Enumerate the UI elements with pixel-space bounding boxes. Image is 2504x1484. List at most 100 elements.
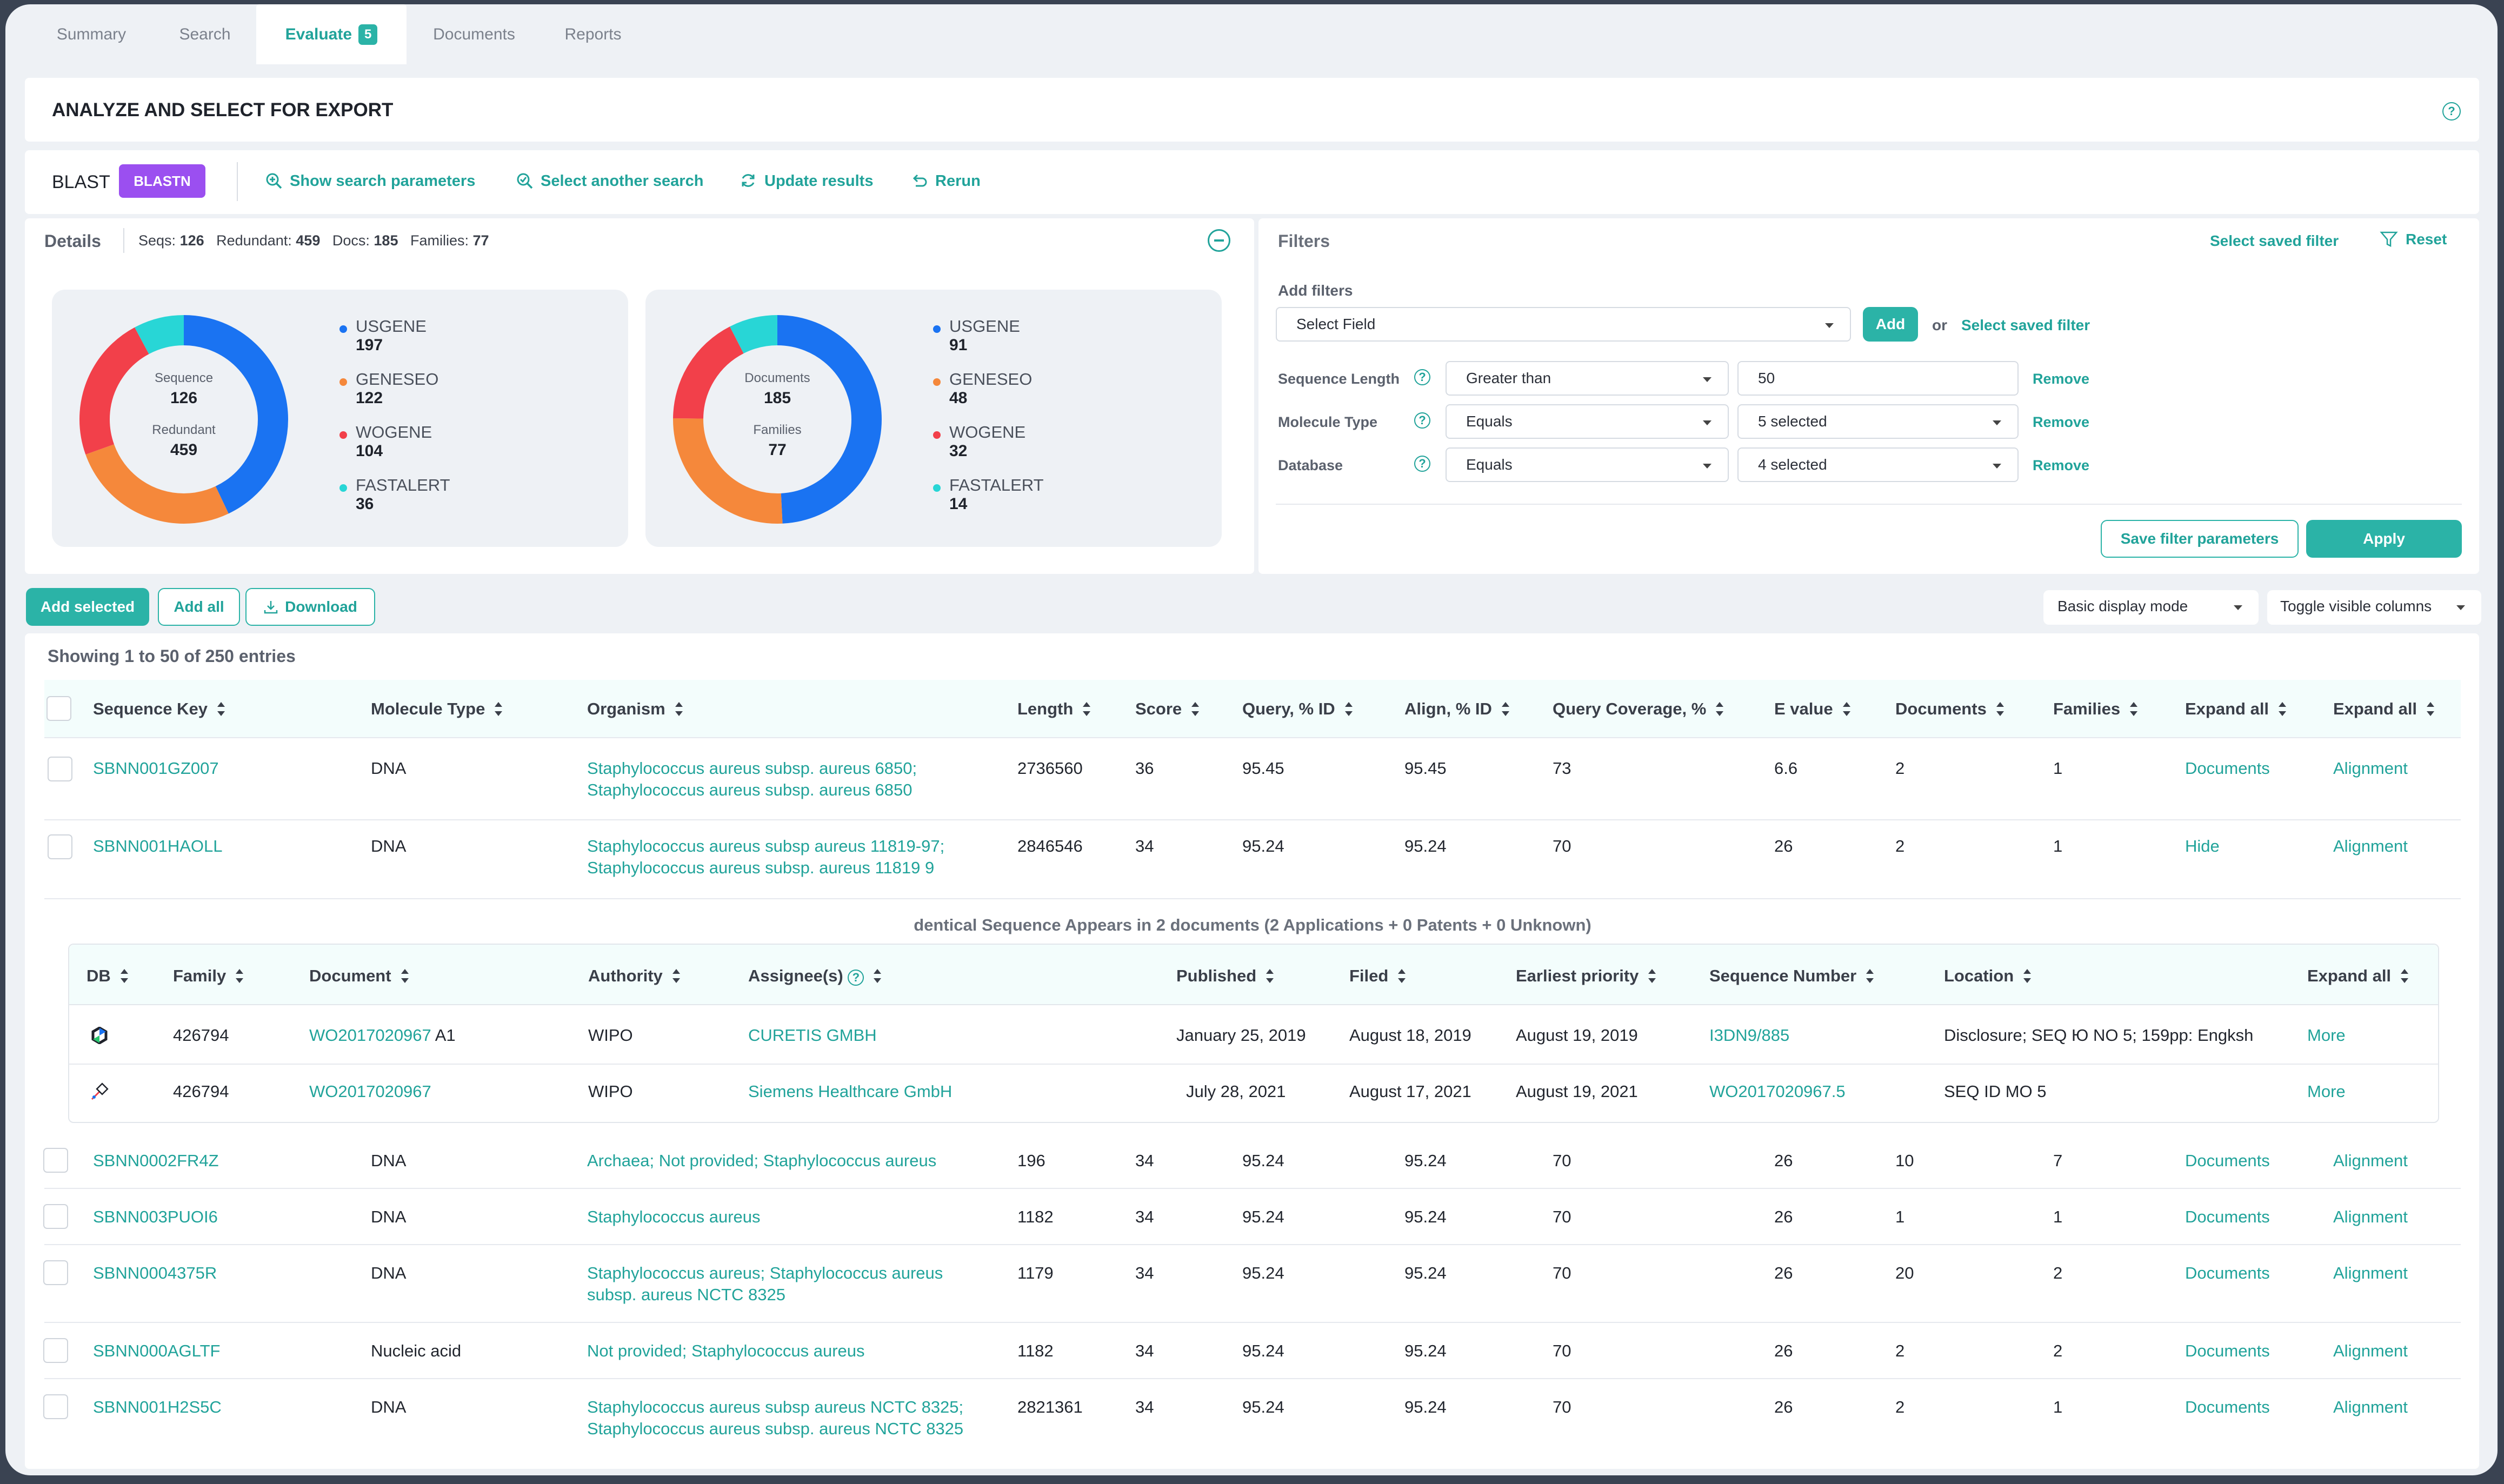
tab-documents[interactable]: Documents	[433, 25, 515, 43]
toggle-columns-dropdown[interactable]: Toggle visible columns	[2267, 590, 2481, 625]
more-link[interactable]: More	[2307, 1026, 2346, 1045]
tab-search[interactable]: Search	[179, 25, 231, 43]
organism-link[interactable]: Staphylococcus aureus subsp. aureus NCTC…	[587, 1419, 964, 1438]
col-query-id[interactable]: Query, % ID	[1242, 699, 1353, 719]
tab-reports[interactable]: Reports	[564, 25, 622, 43]
col-align-id[interactable]: Align, % ID	[1404, 699, 1509, 719]
sequence-number-link[interactable]: I3DN9/885	[1709, 1026, 1790, 1045]
add-filter-button[interactable]: Add	[1863, 307, 1918, 342]
alignment-link[interactable]: Alignment	[2333, 1264, 2408, 1282]
help-icon[interactable]: ?	[1414, 456, 1430, 472]
documents-expand-link[interactable]: Documents	[2185, 1207, 2270, 1226]
row-checkbox[interactable]	[43, 1204, 68, 1229]
document-link[interactable]: WO2017020967	[309, 1026, 431, 1045]
sequence-key-link[interactable]: SBNN003PUOI6	[93, 1207, 218, 1226]
show-search-parameters-button[interactable]: Show search parameters	[265, 172, 475, 190]
sequence-key-link[interactable]: SBNN000AGLTF	[93, 1341, 221, 1360]
remove-filter-button[interactable]: Remove	[2033, 371, 2090, 387]
col-molecule-type[interactable]: Molecule Type	[371, 699, 503, 719]
collapse-icon[interactable]	[1208, 229, 1230, 252]
documents-expand-link[interactable]: Documents	[2185, 1264, 2270, 1282]
add-all-button[interactable]: Add all	[158, 588, 240, 626]
remove-filter-button[interactable]: Remove	[2033, 414, 2090, 430]
row-checkbox[interactable]	[48, 834, 72, 859]
select-all-checkbox[interactable]	[46, 696, 71, 721]
alignment-link[interactable]: Alignment	[2333, 1151, 2408, 1170]
organism-link[interactable]: Staphylococcus aureus subsp aureus 11819…	[587, 837, 945, 855]
filter-operator-dropdown[interactable]: Greater than	[1446, 361, 1729, 396]
subcol-earliest-priority[interactable]: Earliest priority	[1516, 966, 1656, 986]
select-another-search-button[interactable]: Select another search	[516, 172, 703, 190]
filter-operator-dropdown[interactable]: Equals	[1446, 404, 1729, 439]
subcol-db[interactable]: DB	[86, 966, 128, 986]
sequence-key-link[interactable]: SBNN001GZ007	[93, 759, 219, 778]
save-filter-parameters-button[interactable]: Save filter parameters	[2101, 520, 2299, 558]
col-e-value[interactable]: E value	[1774, 699, 1850, 719]
help-icon[interactable]: ?	[1414, 369, 1430, 385]
database-multiselect[interactable]: 4 selected	[1737, 447, 2019, 482]
hide-documents-link[interactable]: Hide	[2185, 837, 2220, 855]
assignee-link[interactable]: CURETIS GMBH	[748, 1026, 877, 1045]
organism-link[interactable]: Staphylococcus aureus subsp. aureus 6850	[587, 780, 913, 799]
alignment-link[interactable]: Alignment	[2333, 1207, 2408, 1226]
select-saved-filter-link-2[interactable]: Select saved filter	[1961, 317, 2090, 333]
subcol-location[interactable]: Location	[1944, 966, 2032, 986]
subcol-published[interactable]: Published	[1176, 966, 1274, 986]
documents-expand-link[interactable]: Documents	[2185, 1151, 2270, 1170]
subcol-authority[interactable]: Authority	[588, 966, 680, 986]
col-organism[interactable]: Organism	[587, 699, 683, 719]
subcol-filed[interactable]: Filed	[1349, 966, 1406, 986]
apply-button[interactable]: Apply	[2306, 520, 2462, 558]
assignee-link[interactable]: Siemens Healthcare GmbH	[748, 1082, 953, 1101]
subcol-document[interactable]: Document	[309, 966, 409, 986]
select-field-dropdown[interactable]: Select Field	[1276, 307, 1851, 342]
organism-link[interactable]: Staphylococcus aureus subsp aureus NCTC …	[587, 1398, 964, 1416]
organism-link[interactable]: Staphylococcus aureus subsp. aureus 6850…	[587, 759, 917, 778]
row-checkbox[interactable]	[43, 1394, 68, 1419]
remove-filter-button[interactable]: Remove	[2033, 457, 2090, 473]
add-selected-button[interactable]: Add selected	[26, 588, 149, 626]
alignment-link[interactable]: Alignment	[2333, 837, 2408, 855]
document-link[interactable]: WO2017020967	[309, 1082, 431, 1101]
help-icon[interactable]: ?	[848, 970, 864, 986]
alignment-link[interactable]: Alignment	[2333, 1341, 2408, 1360]
select-saved-filter-link[interactable]: Select saved filter	[2210, 232, 2339, 249]
organism-link[interactable]: Archaea; Not provided; Staphylococcus au…	[587, 1151, 937, 1170]
display-mode-dropdown[interactable]: Basic display mode	[2043, 590, 2259, 625]
sequence-key-link[interactable]: SBNN001HAOLL	[93, 837, 223, 855]
sequence-key-link[interactable]: SBNN001H2S5C	[93, 1398, 222, 1416]
organism-link[interactable]: Staphylococcus aureus; Staphylococcus au…	[587, 1264, 943, 1282]
rerun-button[interactable]: Rerun	[910, 172, 981, 190]
documents-expand-link[interactable]: Documents	[2185, 759, 2270, 778]
organism-link[interactable]: Not provided; Staphylococcus aureus	[587, 1341, 865, 1360]
help-icon[interactable]: ?	[1414, 412, 1430, 429]
tab-evaluate[interactable]: Evaluate 5	[256, 4, 407, 64]
tab-summary[interactable]: Summary	[56, 25, 126, 43]
col-documents[interactable]: Documents	[1895, 699, 2004, 719]
subcol-sequence-number[interactable]: Sequence Number	[1709, 966, 1874, 986]
row-checkbox[interactable]	[43, 1148, 68, 1173]
help-icon[interactable]: ?	[2442, 102, 2461, 121]
sequence-length-input[interactable]: 50	[1737, 361, 2019, 396]
row-checkbox[interactable]	[48, 757, 72, 781]
documents-expand-link[interactable]: Documents	[2185, 1341, 2270, 1360]
row-checkbox[interactable]	[43, 1338, 68, 1363]
subcol-assignees[interactable]: Assignee(s) ?	[748, 966, 882, 986]
organism-link[interactable]: Staphylococcus aureus subsp. aureus 1181…	[587, 858, 935, 877]
col-expand-all-alignment[interactable]: Expand all	[2333, 699, 2435, 719]
update-results-button[interactable]: Update results	[740, 172, 873, 190]
col-query-coverage[interactable]: Query Coverage, %	[1553, 699, 1724, 719]
reset-button[interactable]: Reset	[2380, 230, 2447, 249]
col-length[interactable]: Length	[1017, 699, 1091, 719]
subcol-family[interactable]: Family	[173, 966, 244, 986]
col-sequence-key[interactable]: Sequence Key	[93, 699, 225, 719]
documents-expand-link[interactable]: Documents	[2185, 1398, 2270, 1416]
alignment-link[interactable]: Alignment	[2333, 759, 2408, 778]
molecule-type-multiselect[interactable]: 5 selected	[1737, 404, 2019, 439]
alignment-link[interactable]: Alignment	[2333, 1398, 2408, 1416]
row-checkbox[interactable]	[43, 1260, 68, 1285]
col-families[interactable]: Families	[2053, 699, 2138, 719]
sequence-key-link[interactable]: SBNN0002FR4Z	[93, 1151, 219, 1170]
subcol-expand-all[interactable]: Expand all	[2307, 966, 2409, 986]
sequence-key-link[interactable]: SBNN0004375R	[93, 1264, 217, 1282]
